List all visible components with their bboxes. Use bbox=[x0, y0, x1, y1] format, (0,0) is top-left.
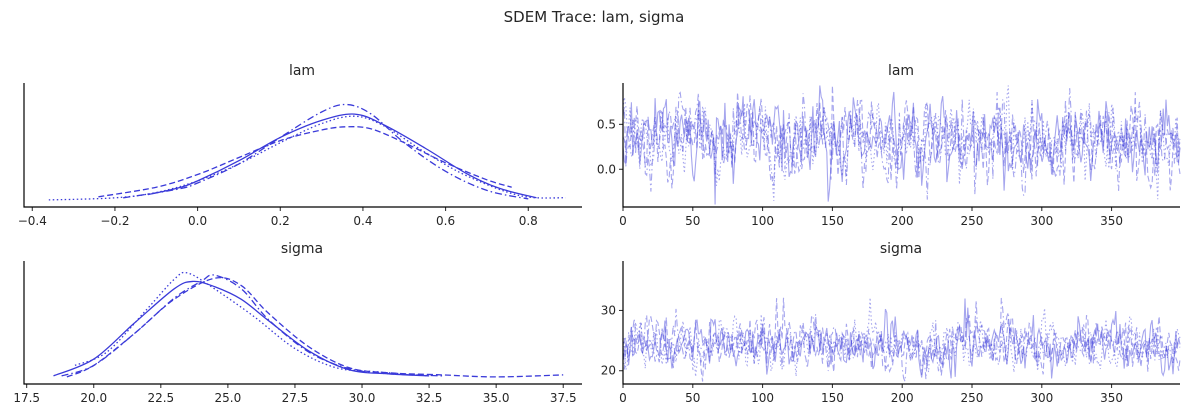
x-tick-label: 50 bbox=[685, 214, 700, 228]
panel-lam-trace: lam 0 50 100 150 200 250 300 350 0.0 0.5 bbox=[597, 63, 1181, 228]
x-tick-label: 0.8 bbox=[519, 214, 538, 228]
panel-title-sigma-trace: sigma bbox=[880, 241, 922, 257]
x-tick-label: 27.5 bbox=[282, 391, 309, 405]
x-tick-label: 150 bbox=[821, 391, 844, 405]
x-tick-label: 22.5 bbox=[147, 391, 174, 405]
x-tick-label: 32.5 bbox=[416, 391, 443, 405]
x-tick-label: 35.0 bbox=[483, 391, 510, 405]
trace-chain-line bbox=[622, 88, 1181, 200]
y-tick-label: 0.0 bbox=[597, 162, 616, 176]
density-curve-dashed bbox=[98, 126, 512, 198]
x-tick-label: 0.4 bbox=[353, 214, 372, 228]
x-tick-label: 37.5 bbox=[550, 391, 577, 405]
density-curve-dashdot bbox=[61, 274, 443, 377]
x-tick-label: 150 bbox=[821, 214, 844, 228]
x-tick-label: 20.0 bbox=[80, 391, 107, 405]
x-tick-label: 0 bbox=[619, 391, 627, 405]
panel-title-lam-trace: lam bbox=[888, 63, 914, 79]
trace-chain-line bbox=[622, 297, 1181, 382]
x-tick-label: 50 bbox=[685, 391, 700, 405]
x-tick-label: 100 bbox=[751, 214, 774, 228]
trace-chain-line bbox=[622, 85, 1181, 191]
x-tick-label: 300 bbox=[1030, 214, 1053, 228]
density-curve-dashed bbox=[66, 277, 564, 378]
panel-lam-density: lam −0.4 −0.2 0.0 0.2 0.4 0.6 0.8 bbox=[18, 63, 582, 228]
x-tick-label: 30.0 bbox=[349, 391, 376, 405]
density-curve-solid bbox=[53, 280, 430, 377]
sigma-density-ticks: 17.5 20.0 22.5 25.0 27.5 30.0 32.5 35.0 37.5 bbox=[13, 384, 577, 405]
lam-trace-axes bbox=[622, 83, 1180, 208]
y-tick-label: 20 bbox=[601, 364, 616, 378]
trace-chain-line bbox=[622, 298, 1181, 379]
x-tick-label: 350 bbox=[1100, 391, 1123, 405]
trace-chain-line bbox=[622, 85, 1181, 201]
panel-title-lam-density: lam bbox=[289, 63, 315, 79]
figure-title: SDEM Trace: lam, sigma bbox=[504, 8, 685, 26]
x-tick-label: 100 bbox=[751, 391, 774, 405]
x-tick-label: 200 bbox=[891, 214, 914, 228]
x-tick-label: 25.0 bbox=[215, 391, 242, 405]
x-tick-label: 0.6 bbox=[436, 214, 455, 228]
density-curve-dotted bbox=[74, 271, 430, 377]
panel-sigma-trace: sigma 0 50 100 150 200 250 300 350 20 30 bbox=[601, 241, 1181, 405]
lam-density-curves bbox=[48, 103, 566, 201]
sigma-trace-axes bbox=[622, 261, 1180, 385]
trace-chain-line bbox=[622, 85, 1181, 205]
x-tick-label: −0.4 bbox=[18, 214, 47, 228]
sigma-trace-ticks: 0 50 100 150 200 250 300 350 20 30 bbox=[601, 303, 1123, 405]
x-tick-label: 0.2 bbox=[271, 214, 290, 228]
sigma-density-curves bbox=[53, 271, 564, 378]
x-tick-label: 350 bbox=[1100, 214, 1123, 228]
x-tick-label: 0.0 bbox=[188, 214, 207, 228]
y-tick-label: 0.5 bbox=[597, 117, 616, 131]
density-curve-dashdot bbox=[123, 103, 529, 200]
x-tick-label: 300 bbox=[1030, 391, 1053, 405]
lam-density-ticks: −0.4 −0.2 0.0 0.2 0.4 0.6 0.8 bbox=[18, 207, 538, 228]
panel-title-sigma-density: sigma bbox=[281, 241, 323, 257]
x-tick-label: 250 bbox=[961, 391, 984, 405]
lam-trace-ticks: 0 50 100 150 200 250 300 350 0.0 0.5 bbox=[597, 117, 1123, 228]
trace-chain-line bbox=[622, 297, 1181, 382]
panel-sigma-density: sigma 17.5 20.0 22.5 25.0 27.5 30.0 32.5 35.0 37… bbox=[13, 241, 582, 405]
x-tick-label: 250 bbox=[961, 214, 984, 228]
y-tick-label: 30 bbox=[601, 303, 616, 317]
lam-trace-lines bbox=[622, 85, 1181, 205]
sigma-density-axes bbox=[23, 261, 582, 385]
sigma-trace-lines bbox=[622, 297, 1181, 382]
x-tick-label: −0.2 bbox=[100, 214, 129, 228]
x-tick-label: 17.5 bbox=[13, 391, 40, 405]
x-tick-label: 0 bbox=[619, 214, 627, 228]
lam-density-axes bbox=[23, 83, 582, 208]
trace-chain-line bbox=[622, 297, 1181, 377]
x-tick-label: 200 bbox=[891, 391, 914, 405]
density-curve-dotted bbox=[48, 115, 566, 201]
